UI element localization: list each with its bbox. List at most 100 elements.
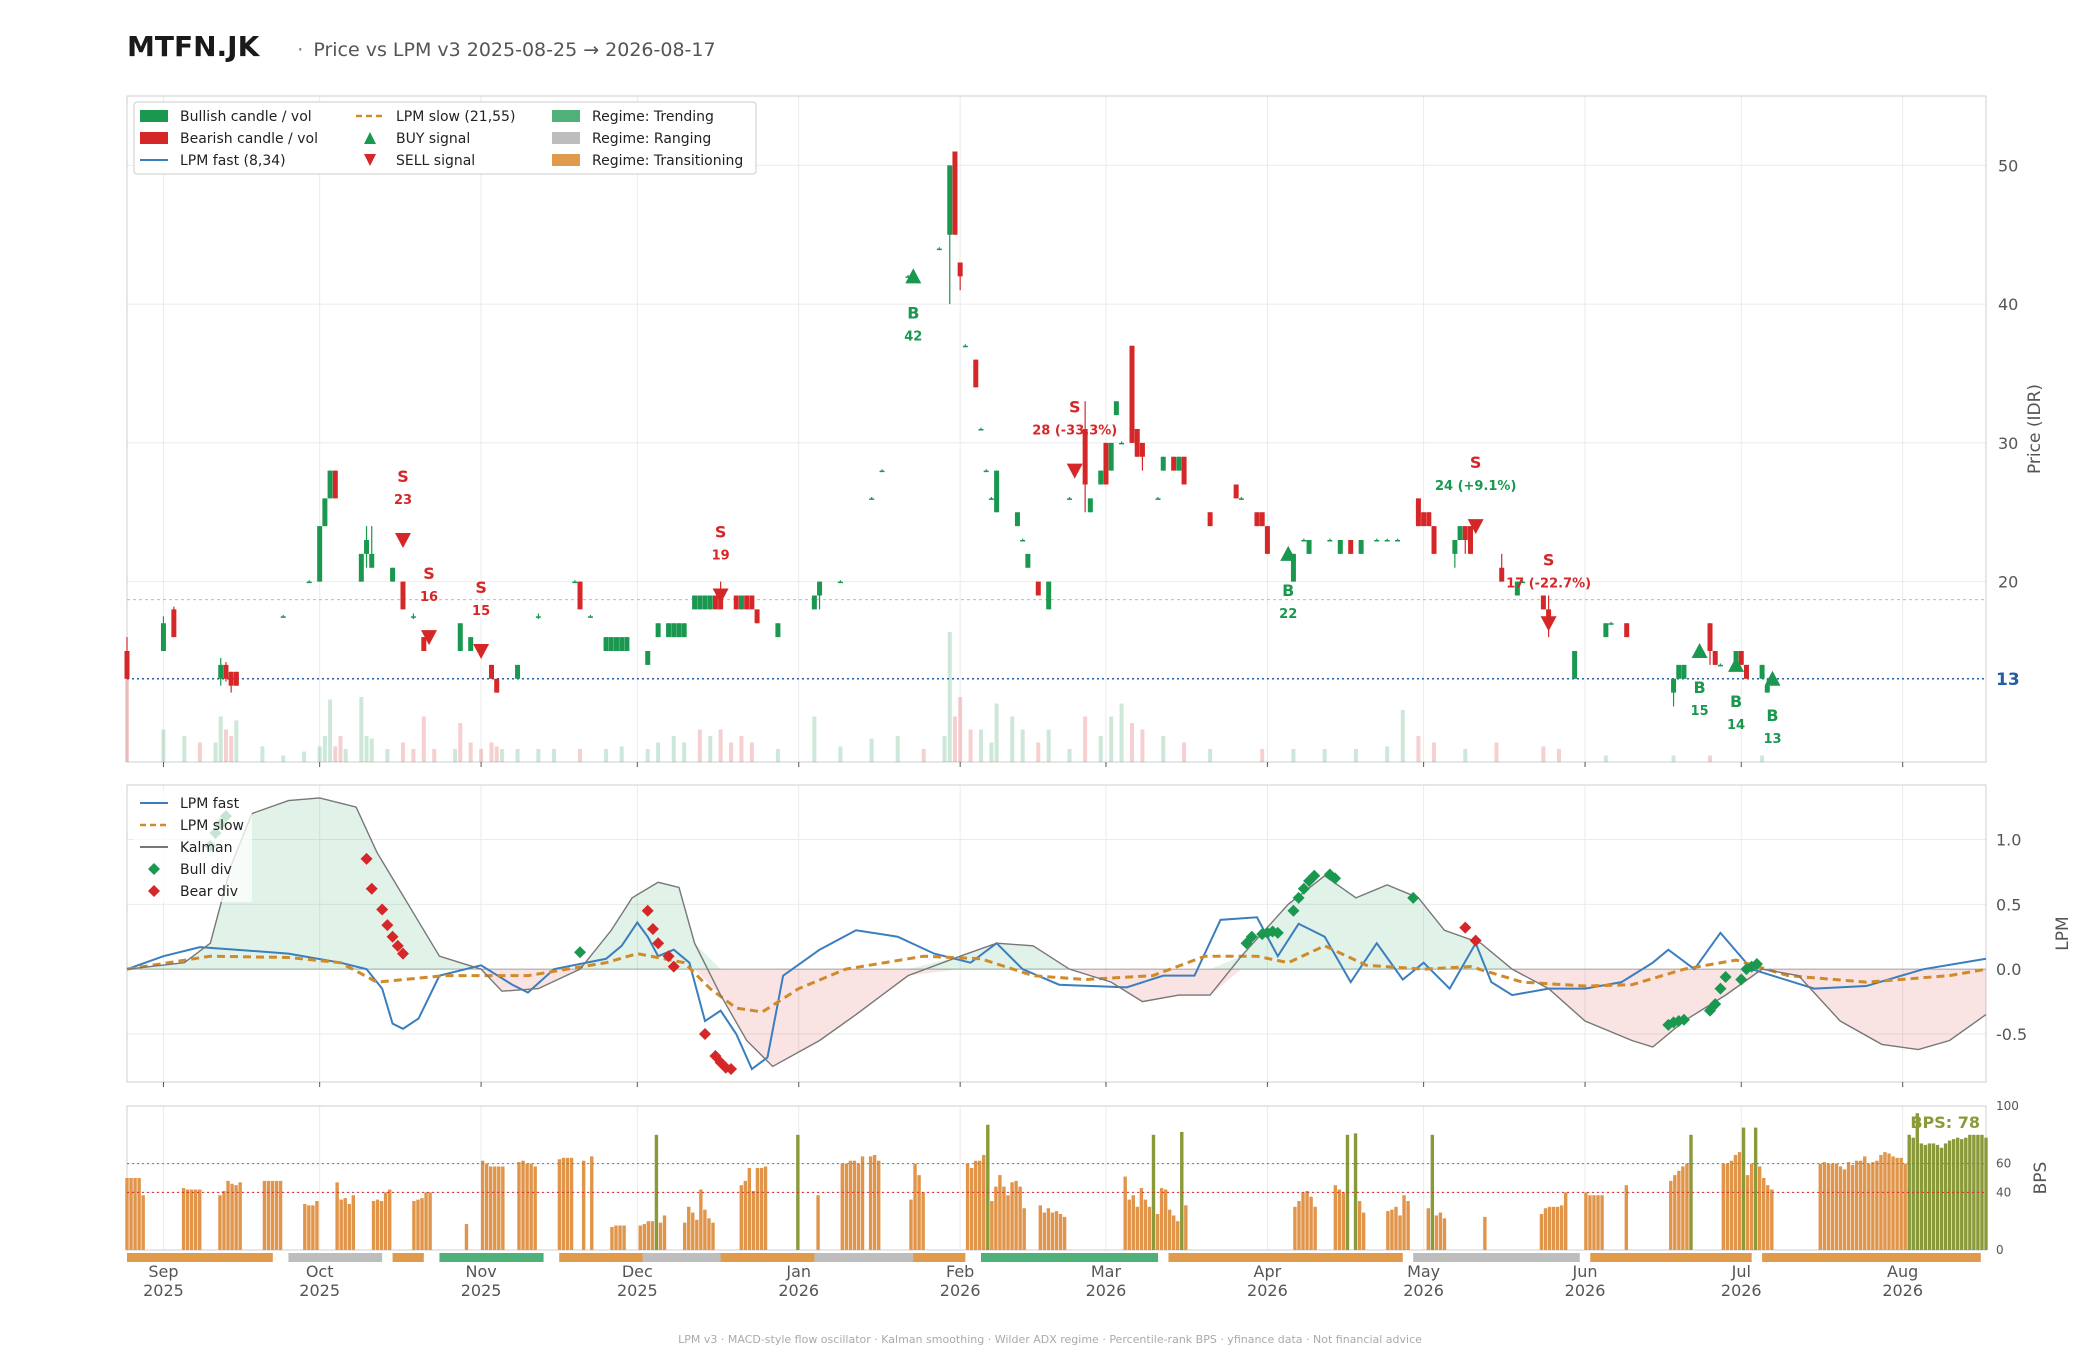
legend-label: LPM fast (180, 796, 240, 812)
regime-segment (392, 1253, 424, 1262)
candle (1520, 581, 1526, 584)
bull-div-marker (1245, 930, 1258, 943)
volume-bar (125, 677, 129, 762)
candle (1014, 512, 1020, 527)
bps-bar (234, 1185, 238, 1250)
candle (962, 345, 968, 348)
x-tick-year: 2026 (1403, 1281, 1444, 1300)
x-tick-month: Dec (622, 1262, 653, 1281)
bps-bar (379, 1201, 384, 1250)
volume-bar (223, 729, 228, 762)
bear-div-marker (699, 1028, 712, 1041)
legend-box (133, 101, 757, 175)
candle (1415, 498, 1421, 527)
candle (645, 651, 651, 665)
bps-bar (1438, 1212, 1443, 1250)
lpm-series-lpm-slow (126, 944, 1987, 1014)
title-separator: · (297, 39, 304, 61)
candle (468, 637, 474, 651)
bps-bar (1600, 1195, 1604, 1250)
legend-label: SELL signal (396, 153, 475, 169)
bps-bar (1309, 1196, 1313, 1250)
bps-bar (129, 1178, 133, 1250)
bps-bar (1956, 1137, 1960, 1250)
bps-bar (638, 1225, 642, 1250)
candle (1108, 442, 1114, 471)
bear-div-marker (646, 922, 659, 935)
bps-bar (1733, 1154, 1738, 1250)
candle (603, 637, 609, 651)
volume-bar (536, 749, 541, 762)
bps-bar (194, 1189, 198, 1250)
bps-bar (1935, 1144, 1940, 1250)
footer-note: LPM v3 · MACD-style flow oscillator · Ka… (678, 1333, 1422, 1346)
bps-bar (1830, 1163, 1835, 1250)
bps-bar (565, 1157, 570, 1250)
bps-bar (1402, 1195, 1406, 1250)
volume-bar (958, 697, 963, 762)
bps-bar (517, 1162, 521, 1250)
volume-bar (604, 749, 609, 762)
legend-label: LPM slow (21,55) (396, 109, 515, 125)
signal-label: 23 (394, 493, 412, 508)
bps-bar (1891, 1156, 1895, 1250)
regime-segment (1590, 1253, 1752, 1262)
legend-label: LPM slow (180, 818, 244, 834)
signal-letter: B (1730, 692, 1742, 711)
legend-sell-marker (364, 154, 376, 166)
volume-bar (479, 749, 484, 762)
bps-bar (1721, 1163, 1726, 1250)
volume-bar (739, 736, 744, 762)
candle (1020, 540, 1026, 542)
bps-tick-label: 100 (1996, 1099, 2019, 1113)
x-tick-year: 2026 (1086, 1281, 1127, 1300)
candle (1431, 526, 1437, 554)
bps-bar (856, 1163, 861, 1250)
price-marks: 13 S 23 S 16 S 15 S 19 B 42 S 28 (-33.3%) B 22 S 24 (+9.… (124, 151, 2045, 762)
candle (957, 262, 963, 277)
chart-subtitle: Price vs LPM v3 2025-08-25 → 2026-08-17 (313, 39, 716, 61)
volume-bar (994, 703, 999, 762)
volume-bar (1046, 729, 1051, 762)
regime-segment (814, 1253, 914, 1262)
bps-bar (1725, 1163, 1730, 1250)
legend-label: Bull div (180, 862, 232, 878)
bps-bar (1879, 1154, 1883, 1250)
signal-label: 14 (1727, 718, 1745, 733)
bps-bar (1062, 1216, 1067, 1250)
price-tick-label: 20 (1998, 573, 2018, 592)
bps-bar (343, 1198, 347, 1250)
bull-div-marker (1750, 957, 1763, 970)
candle (400, 581, 406, 610)
candle (1301, 540, 1307, 542)
volume-bar (1109, 716, 1114, 762)
candle (947, 165, 953, 235)
bps-bar (1176, 1221, 1180, 1250)
candle (608, 637, 614, 651)
buy-signal-marker (1764, 670, 1781, 686)
signal-letter: B (1282, 581, 1294, 600)
bps-bar (266, 1180, 271, 1250)
bps-bar (1313, 1206, 1317, 1250)
regime-strip (127, 1253, 1981, 1262)
bear-div-marker (386, 930, 399, 943)
x-tick-year: 2026 (1247, 1281, 1288, 1300)
bps-bar (303, 1203, 307, 1250)
bps-bar (226, 1180, 230, 1250)
candle (775, 623, 781, 638)
candle (1421, 512, 1427, 527)
volume-bar (1067, 749, 1072, 762)
volume-bar (281, 755, 286, 762)
signal-letter: S (1470, 453, 1482, 472)
candle (1624, 623, 1630, 638)
bps-bar (1895, 1157, 1899, 1250)
candle (489, 664, 495, 679)
sell-signal-marker (394, 533, 411, 548)
bps-bar (1038, 1205, 1043, 1250)
legend-label: LPM fast (8,34) (180, 153, 286, 169)
bps-bar (1859, 1160, 1863, 1250)
candle (1046, 581, 1052, 610)
bps-bar (424, 1192, 428, 1250)
bps-bar (1406, 1201, 1410, 1250)
bps-bar (1180, 1131, 1184, 1250)
